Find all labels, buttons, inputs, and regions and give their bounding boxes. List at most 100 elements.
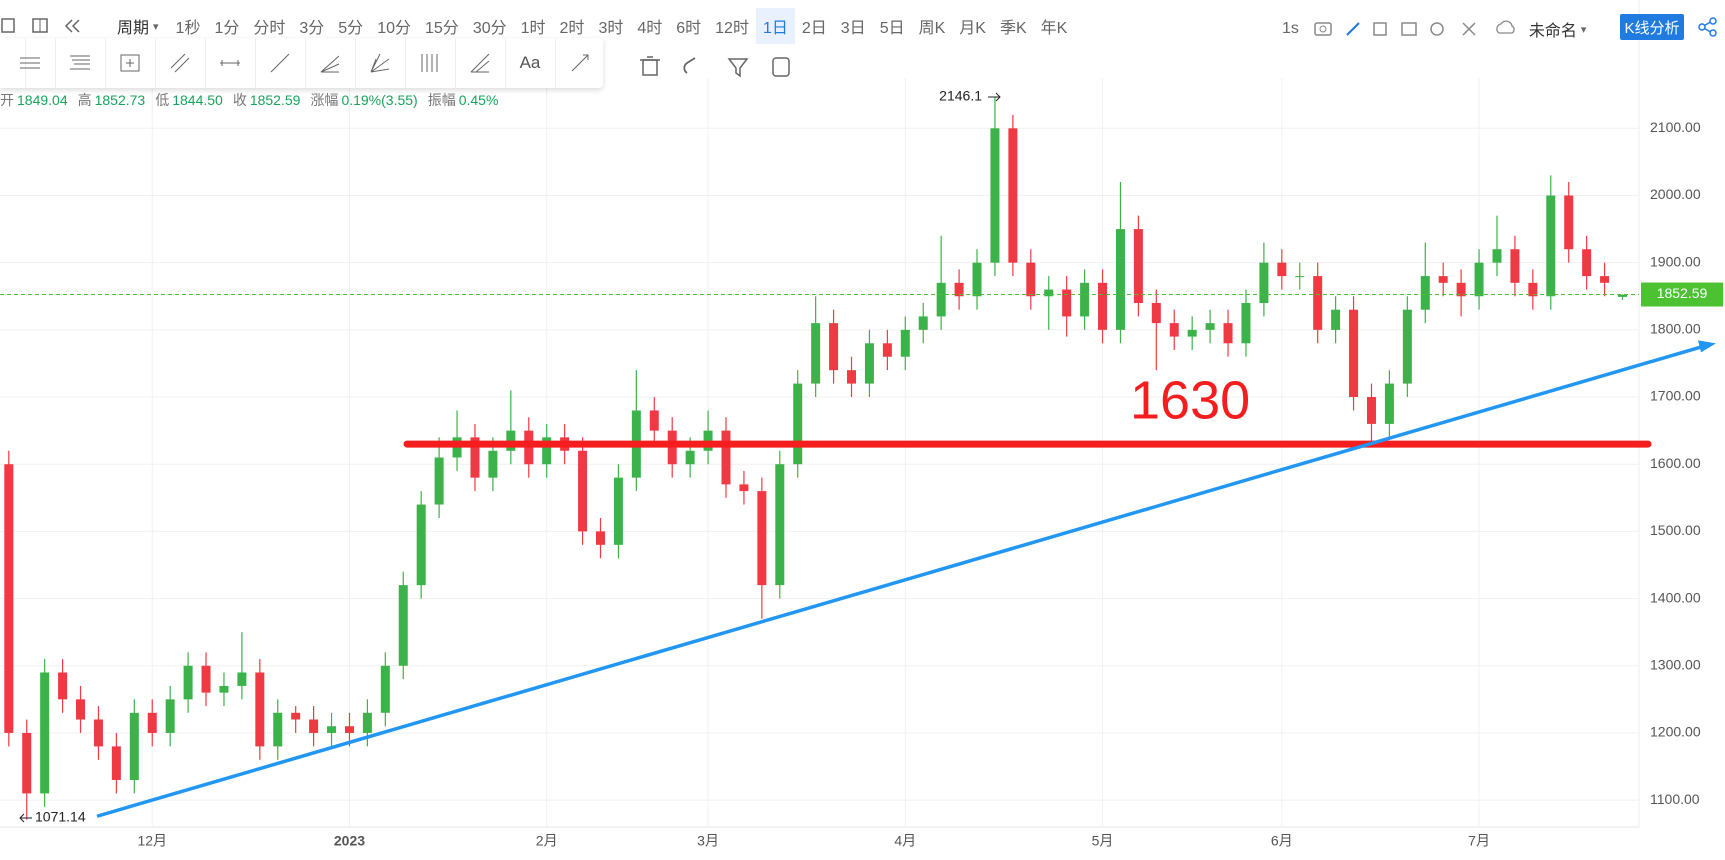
candle-body	[1241, 302, 1251, 344]
candle-body	[1564, 195, 1574, 250]
candle-body	[847, 370, 857, 384]
high-marker-arrow	[988, 92, 1001, 102]
layout-name[interactable]: 未命名	[1528, 23, 1577, 40]
period-option[interactable]: 1日	[755, 8, 795, 44]
candle-body	[165, 699, 175, 733]
tool[interactable]	[5, 38, 56, 88]
period-option[interactable]: 4时	[637, 20, 663, 37]
left-icons	[1, 18, 80, 33]
candle-body	[1313, 276, 1323, 330]
y-tick-label: 1700.00	[1650, 388, 1701, 404]
period-option[interactable]: 1时	[520, 20, 546, 37]
tool[interactable]	[305, 38, 356, 88]
candle-body	[22, 732, 32, 794]
x-tick-label: 2023	[334, 833, 365, 849]
x-tick-label: 6月	[1271, 833, 1293, 849]
period-option[interactable]: 2时	[559, 20, 585, 37]
period-option[interactable]: 3分	[299, 20, 325, 37]
quote-label: 高	[77, 92, 92, 108]
tool[interactable]	[455, 38, 506, 88]
candle-body	[1366, 397, 1376, 424]
tool[interactable]	[405, 38, 456, 88]
last-price-box	[1641, 282, 1723, 307]
candle-body	[1582, 249, 1592, 277]
candle-body	[1205, 323, 1215, 330]
period-option[interactable]: 15分	[425, 20, 459, 37]
period-option[interactable]: 1分	[214, 20, 240, 37]
tool[interactable]	[105, 38, 156, 88]
tool[interactable]	[205, 38, 256, 88]
refresh-rate[interactable]: 1s	[1282, 20, 1299, 37]
y-tick-label: 1500.00	[1650, 522, 1701, 538]
period-option[interactable]: 2日	[801, 20, 827, 37]
text-tool[interactable]: Aa	[505, 38, 556, 88]
tool[interactable]	[355, 38, 406, 88]
candle-body	[1008, 128, 1018, 263]
candle-body	[1277, 262, 1287, 277]
period-option[interactable]: 分时	[253, 20, 286, 37]
candle-body	[183, 665, 193, 700]
candle-body	[1349, 309, 1359, 398]
candle-body	[900, 329, 910, 357]
y-tick-label: 1600.00	[1650, 455, 1701, 471]
period-option[interactable]: 5日	[879, 20, 905, 37]
period-label[interactable]: 周期	[117, 20, 150, 37]
candle-body	[757, 491, 767, 586]
tool[interactable]	[555, 38, 605, 88]
period-option[interactable]: 10分	[377, 20, 411, 37]
quote-value: 0.45%	[458, 92, 499, 108]
quote-label: 开	[0, 92, 14, 108]
candle-body	[1026, 262, 1036, 297]
share-icon[interactable]	[1697, 16, 1719, 38]
candle-body	[111, 746, 121, 780]
tool[interactable]	[155, 38, 206, 88]
edit-icons	[640, 56, 790, 78]
quote-label: 低	[155, 92, 170, 108]
candle-body	[1133, 229, 1143, 303]
period-option[interactable]: 12时	[715, 20, 749, 37]
period-option[interactable]: 3时	[598, 20, 624, 37]
tool[interactable]	[55, 38, 106, 88]
period-option[interactable]: 6时	[676, 20, 702, 37]
candle-body	[1510, 249, 1520, 283]
candle-body	[990, 128, 1000, 263]
candle-body	[1223, 323, 1233, 344]
candle-body	[1438, 276, 1448, 283]
period-option[interactable]: 周K	[918, 20, 946, 37]
period-option[interactable]: 5分	[338, 20, 364, 37]
candle-body	[76, 699, 86, 720]
candle-body	[237, 672, 247, 686]
period-option[interactable]: 1秒	[175, 20, 201, 37]
candle-body	[201, 665, 211, 693]
x-tick-label: 4月	[894, 833, 916, 849]
y-tick-label: 1800.00	[1650, 321, 1701, 337]
period-option[interactable]: 3日	[840, 20, 866, 37]
candle-body	[1062, 289, 1072, 317]
candle-body	[1492, 249, 1502, 263]
candle-body	[1456, 282, 1466, 297]
candle-body	[434, 457, 444, 505]
tool[interactable]	[255, 38, 306, 88]
candle-body	[1402, 309, 1412, 384]
analysis-button[interactable]: K线分析	[1620, 14, 1684, 40]
period-option[interactable]: 年K	[1040, 20, 1068, 37]
candle-body	[1600, 276, 1610, 283]
candle-body	[1044, 289, 1054, 297]
candle-body	[380, 665, 390, 713]
y-tick-label: 1400.00	[1650, 589, 1701, 605]
quote-line: 开 1849.04 高 1852.73 低 1844.50 收 1852.59 涨幅 0.19%(…	[0, 90, 508, 110]
candle-body	[1528, 282, 1538, 297]
candle-body	[1546, 195, 1556, 297]
candle-body	[739, 484, 749, 492]
candle-body	[255, 672, 265, 747]
period-option[interactable]: 月K	[959, 20, 986, 37]
x-tick-label: 12月	[137, 833, 167, 849]
candle-body	[775, 464, 785, 586]
period-option[interactable]: 30分	[472, 20, 507, 37]
period-bar: 周期 ▾ 1秒 1分 分时 3分 5分 10分 15分 30分 1时 2时 3时 4时 6时 12时 1日 2日…	[0, 8, 1725, 44]
period-option[interactable]: 季K	[999, 20, 1027, 37]
dropdown-caret: ▾	[153, 20, 159, 33]
candle-body	[542, 437, 552, 465]
